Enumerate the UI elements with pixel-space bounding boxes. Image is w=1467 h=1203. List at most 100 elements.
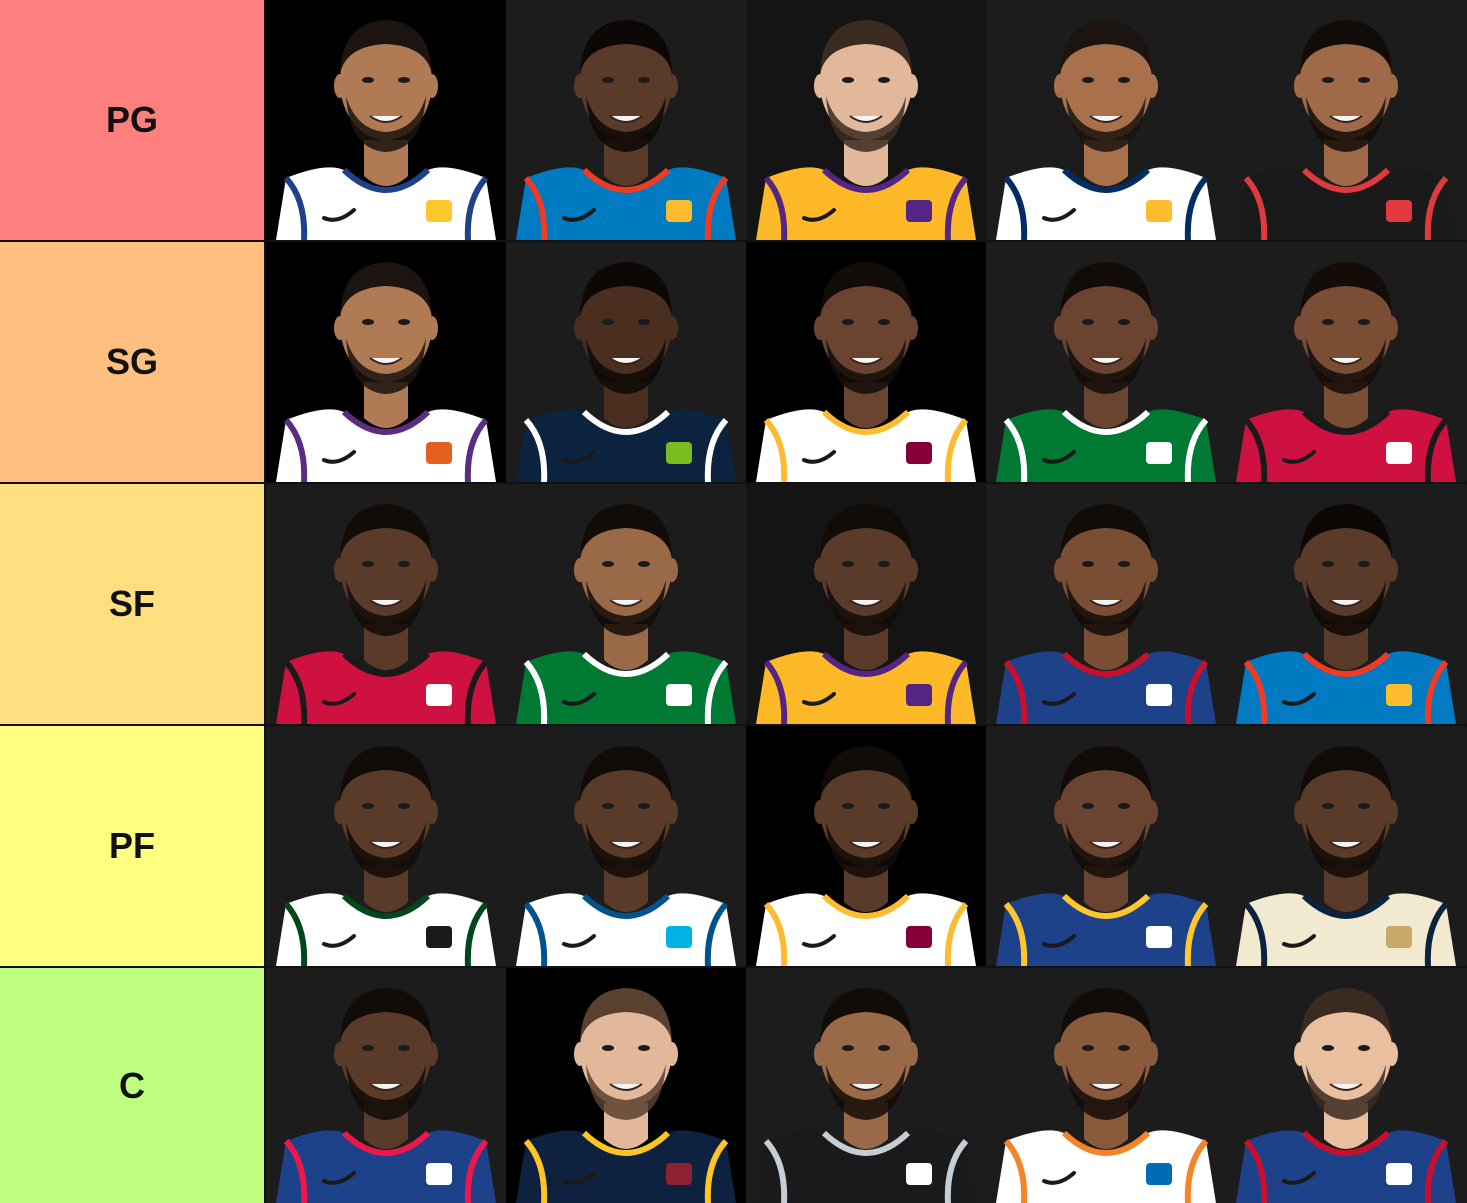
beard (1306, 822, 1386, 878)
jersey-collar (341, 893, 431, 919)
player-card[interactable] (746, 0, 986, 240)
hair (580, 746, 672, 800)
ear (666, 558, 678, 582)
eye (398, 803, 410, 809)
tier-items (266, 726, 1467, 966)
player-card[interactable] (266, 0, 506, 240)
jersey-trim (523, 659, 548, 724)
face (1060, 24, 1152, 140)
jersey-patch (906, 926, 932, 948)
player-card[interactable] (746, 726, 986, 966)
player-portrait (746, 0, 986, 240)
player-card[interactable] (1226, 242, 1466, 482)
player-card[interactable] (986, 484, 1226, 724)
player-card[interactable] (266, 968, 506, 1203)
tier-row-c: C (0, 968, 1467, 1203)
eye (842, 319, 854, 325)
jersey-trim (283, 901, 308, 966)
jersey-trim (464, 1138, 489, 1203)
beard (1066, 580, 1146, 636)
player-portrait (1226, 968, 1466, 1203)
eye (842, 1045, 854, 1051)
ear (1386, 558, 1398, 582)
jersey-trim (523, 417, 548, 482)
tier-row-sg: SG (0, 242, 1467, 482)
player-card[interactable] (986, 726, 1226, 966)
player-card[interactable] (986, 968, 1226, 1203)
jersey-trim (1003, 1138, 1028, 1203)
jersey-trim (283, 659, 308, 724)
beard (826, 1064, 906, 1120)
mouth (1329, 115, 1363, 123)
ear (1054, 74, 1066, 98)
tier-label[interactable]: SG (0, 242, 266, 482)
ear (426, 558, 438, 582)
player-card[interactable] (1226, 968, 1466, 1203)
mouth (849, 115, 883, 123)
player-card[interactable] (266, 726, 506, 966)
player-portrait (506, 968, 746, 1203)
beard (1066, 338, 1146, 394)
jersey-trim (944, 659, 969, 724)
player-portrait (746, 968, 986, 1203)
jersey-trim (1184, 1138, 1209, 1203)
player-card[interactable] (506, 0, 746, 240)
mouth (369, 841, 403, 849)
neck (364, 624, 408, 670)
player-portrait (266, 484, 506, 724)
hair (820, 20, 912, 74)
player-portrait (506, 0, 746, 240)
player-card[interactable] (1226, 0, 1466, 240)
tier-label[interactable]: C (0, 968, 266, 1203)
face (580, 24, 672, 140)
ear (666, 316, 678, 340)
jersey-patch (1386, 684, 1412, 706)
player-card[interactable] (506, 968, 746, 1203)
jersey-collar (581, 409, 671, 435)
mouth (1329, 357, 1363, 365)
tier-label[interactable]: PG (0, 0, 266, 240)
tier-label[interactable]: PF (0, 726, 266, 966)
neck (844, 382, 888, 428)
eye (1322, 803, 1334, 809)
face (820, 750, 912, 866)
face (1060, 508, 1152, 624)
player-card[interactable] (986, 0, 1226, 240)
ear (814, 74, 826, 98)
tier-items (266, 0, 1467, 240)
ear (666, 74, 678, 98)
player-card[interactable] (746, 968, 986, 1203)
player-card[interactable] (266, 242, 506, 482)
tier-row-pg: PG (0, 0, 1467, 240)
eye (878, 319, 890, 325)
swoosh-icon (322, 208, 356, 222)
beard (826, 338, 906, 394)
player-card[interactable] (506, 726, 746, 966)
player-card[interactable] (1226, 726, 1466, 966)
hair (1060, 746, 1152, 800)
jersey-collar (1301, 409, 1391, 435)
player-card[interactable] (506, 484, 746, 724)
ear (814, 800, 826, 824)
jersey-trim (1184, 417, 1209, 482)
player-card[interactable] (746, 242, 986, 482)
jersey-trim (1003, 417, 1028, 482)
mouth (1089, 599, 1123, 607)
ear (1146, 316, 1158, 340)
ear (814, 316, 826, 340)
jersey-trim (763, 417, 788, 482)
eye (1118, 319, 1130, 325)
beard (1306, 338, 1386, 394)
player-card[interactable] (266, 484, 506, 724)
player-card[interactable] (506, 242, 746, 482)
ear (426, 800, 438, 824)
hair (1300, 988, 1392, 1042)
jersey-collar (1061, 167, 1151, 193)
tier-label[interactable]: SF (0, 484, 266, 724)
player-card[interactable] (1226, 484, 1466, 724)
player-portrait (506, 484, 746, 724)
player-card[interactable] (746, 484, 986, 724)
player-card[interactable] (986, 242, 1226, 482)
beard (826, 822, 906, 878)
jersey-trim (1184, 659, 1209, 724)
